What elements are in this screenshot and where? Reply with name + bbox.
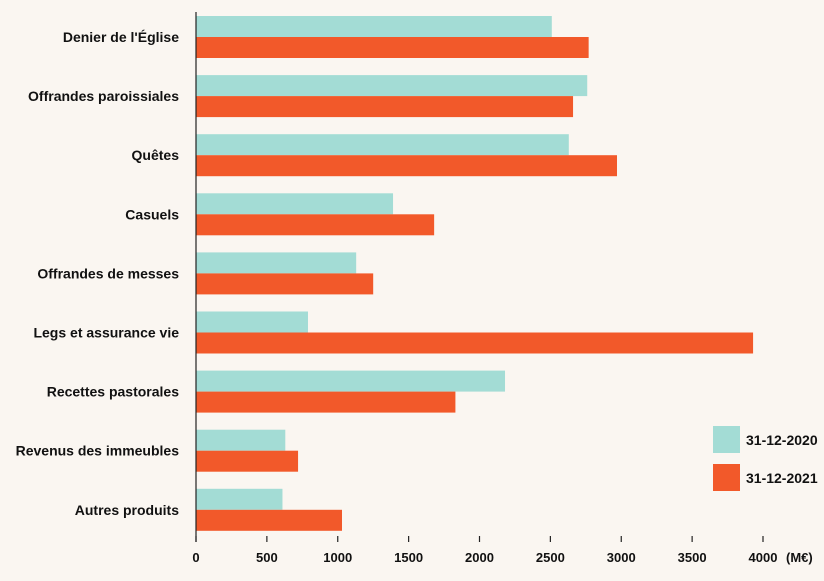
- legend: 31-12-2020 31-12-2021: [713, 426, 818, 491]
- bar-2021-1: [196, 96, 574, 118]
- x-tick-label: 2500: [536, 550, 565, 565]
- bar-2020-6: [196, 370, 506, 392]
- x-tick-label: 3500: [678, 550, 707, 565]
- bar-2020-0: [196, 16, 552, 37]
- unit-label: (M€): [786, 550, 813, 565]
- category-label: Autres produits: [75, 502, 179, 518]
- bar-2021-5: [196, 332, 754, 354]
- x-tick-label: 0: [192, 550, 199, 565]
- x-tick-label: 500: [256, 550, 278, 565]
- category-label: Quêtes: [132, 147, 180, 163]
- x-tick-label: 2000: [465, 550, 494, 565]
- legend-swatch-2020: [713, 426, 740, 453]
- bars-group: [196, 16, 754, 531]
- bar-2020-7: [196, 429, 286, 451]
- x-tick-label: 1500: [394, 550, 423, 565]
- x-tick-label: 1000: [323, 550, 352, 565]
- x-axis-ticks: 0 500 1000 1500 2000 2500 3000 3500 4000: [192, 536, 777, 565]
- bar-2020-8: [196, 488, 283, 510]
- category-label: Casuels: [125, 206, 179, 222]
- bar-2020-5: [196, 311, 308, 333]
- bar-2021-6: [196, 391, 456, 413]
- legend-label: 31-12-2020: [746, 432, 818, 448]
- category-label: Offrandes de messes: [37, 265, 179, 281]
- bar-2020-4: [196, 252, 357, 274]
- category-label: Offrandes paroissiales: [28, 88, 179, 104]
- category-label: Recettes pastorales: [47, 384, 180, 400]
- category-label: Legs et assurance vie: [33, 325, 179, 341]
- bar-2021-3: [196, 214, 435, 236]
- bar-2021-8: [196, 509, 343, 531]
- legend-swatch-2021: [713, 464, 740, 491]
- bar-2021-7: [196, 450, 299, 472]
- x-tick-label: 3000: [607, 550, 636, 565]
- x-tick-label: 4000: [749, 550, 778, 565]
- bar-2021-4: [196, 273, 374, 295]
- bar-2020-2: [196, 134, 569, 156]
- bar-2020-3: [196, 193, 394, 215]
- legend-label: 31-12-2021: [746, 470, 818, 486]
- category-label: Revenus des immeubles: [16, 443, 180, 459]
- bar-2020-1: [196, 75, 588, 97]
- bar-2021-2: [196, 155, 617, 177]
- bar-2021-0: [196, 37, 589, 58]
- category-labels: Denier de l'Église Offrandes paroissiales…: [16, 29, 180, 518]
- category-label: Denier de l'Église: [63, 29, 179, 45]
